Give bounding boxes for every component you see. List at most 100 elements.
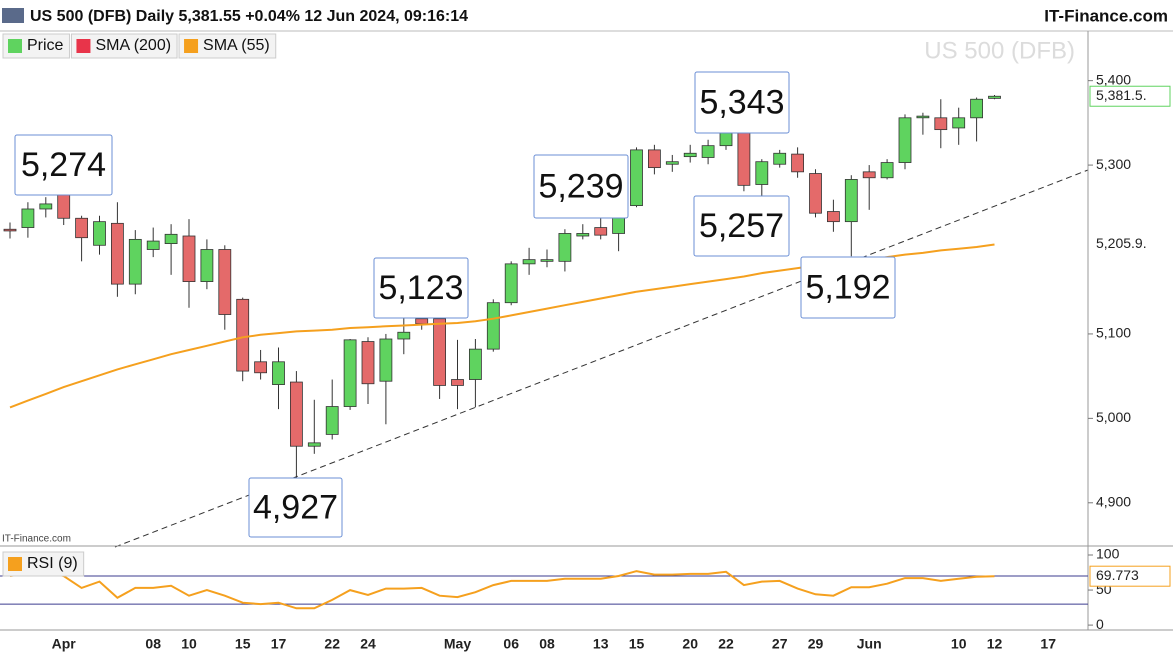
x-tick-label: 17 — [271, 636, 287, 652]
y-tick-label: 100 — [1096, 546, 1120, 562]
last-label: 5,381.5. — [1096, 87, 1147, 103]
x-tick-label: Apr — [52, 636, 77, 652]
candle-body — [146, 240, 160, 250]
last-label: 69.773 — [1096, 567, 1139, 583]
annotation: 5,343 — [699, 83, 784, 121]
legend-label: Price — [27, 37, 64, 54]
candle-body — [844, 179, 858, 223]
x-tick-label: 12 — [987, 636, 1003, 652]
candle-body — [862, 171, 876, 179]
y-tick-label: 5,000 — [1096, 409, 1131, 425]
last-label-box — [1089, 85, 1171, 107]
annotation: 5,239 — [538, 167, 623, 205]
candle-body — [182, 235, 196, 282]
x-tick-label: 17 — [1040, 636, 1056, 652]
legend-swatch — [184, 39, 199, 53]
last-label-box — [1089, 565, 1171, 587]
y-tick-label: 5,100 — [1096, 325, 1131, 341]
annotation-box — [800, 256, 896, 319]
candle-body — [486, 302, 500, 350]
x-tick-label: May — [444, 636, 471, 652]
candle-body — [164, 233, 178, 244]
candle-body — [468, 348, 482, 380]
annotation-box — [533, 154, 629, 219]
candle-body — [200, 249, 214, 282]
legend-item: Price — [2, 33, 70, 59]
candle-body — [522, 259, 536, 265]
candle-body — [648, 149, 661, 169]
candle-body — [773, 152, 787, 165]
candle-body — [307, 442, 321, 447]
candle-body — [952, 117, 966, 129]
legend-label: SMA (200) — [95, 37, 171, 54]
candle-body — [289, 381, 303, 447]
annotation-box — [248, 477, 343, 538]
logo-icon — [2, 8, 24, 23]
candle-body — [3, 228, 17, 232]
candle-body — [75, 217, 88, 239]
candle-body — [665, 161, 679, 165]
candle-body — [111, 222, 124, 285]
candle-body — [988, 95, 1001, 99]
legend-swatch — [8, 557, 22, 571]
candle-body — [379, 338, 393, 382]
candle-body — [934, 117, 948, 131]
candle-body — [128, 238, 142, 285]
annotation-box — [694, 71, 790, 134]
y-tick-label: 5,300 — [1096, 156, 1131, 172]
candle-body — [737, 129, 751, 186]
annotation: 4,927 — [253, 488, 338, 526]
annotation-box — [693, 195, 790, 257]
candle-body — [791, 153, 804, 173]
candle-body — [504, 263, 518, 304]
x-tick-label: 27 — [772, 636, 788, 652]
candle-body — [415, 318, 429, 325]
candle-body — [916, 115, 930, 119]
x-tick-label: 22 — [324, 636, 340, 652]
candle-body — [898, 117, 912, 163]
candle-body — [827, 211, 840, 223]
candle-body — [39, 203, 53, 210]
legend-item: SMA (200) — [70, 33, 178, 59]
annotation: 5,274 — [21, 146, 106, 184]
legend-label: RSI (9) — [27, 555, 78, 572]
candle-body — [970, 98, 983, 119]
candle-body — [880, 162, 894, 179]
last-label: 5,205.9. — [1096, 235, 1147, 251]
candle-body — [93, 221, 106, 246]
candle-body — [809, 173, 822, 214]
chart-title: US 500 (DFB) Daily 5,381.55 +0.04% 12 Ju… — [30, 8, 468, 25]
watermark: US 500 (DFB) — [924, 37, 1075, 64]
rsi-line — [9, 570, 995, 610]
x-tick-label: 15 — [629, 636, 645, 652]
candle-body — [343, 339, 357, 407]
candle-body — [218, 249, 232, 315]
candle-body — [21, 208, 35, 228]
x-tick-label: 10 — [181, 636, 197, 652]
legend-swatch — [8, 39, 22, 53]
x-tick-label: Jun — [857, 636, 882, 652]
x-tick-label: 08 — [539, 636, 555, 652]
source-label: IT-Finance.com — [2, 534, 71, 545]
y-tick-label: 4,900 — [1096, 493, 1131, 509]
legend-label: SMA (55) — [203, 37, 270, 54]
brand: IT-Finance.com — [1044, 6, 1168, 25]
candle-body — [361, 341, 375, 385]
x-tick-label: 06 — [503, 636, 519, 652]
annotation-box — [14, 134, 113, 196]
x-tick-label: 29 — [808, 636, 824, 652]
candle-body — [236, 298, 250, 372]
candle-body — [701, 145, 715, 158]
candle-body — [630, 149, 643, 207]
candle-body — [576, 233, 590, 237]
candle-body — [272, 361, 285, 385]
y-tick-label: 0 — [1096, 616, 1104, 632]
annotation-box — [373, 257, 469, 319]
legend-item: RSI (9) — [2, 551, 85, 577]
candle-body — [451, 379, 464, 386]
legend-item: SMA (55) — [178, 33, 277, 59]
candle-body — [325, 406, 339, 435]
candle-body — [558, 233, 572, 262]
